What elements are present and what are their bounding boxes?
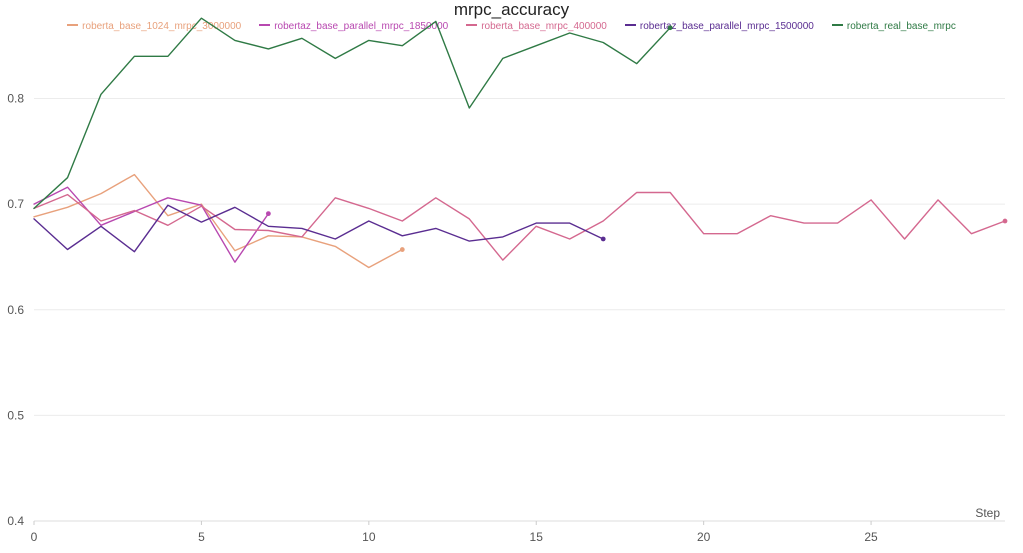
chart-title: mrpc_accuracy	[453, 0, 570, 19]
legend-swatch	[466, 24, 478, 27]
series-line-1	[33, 173, 403, 269]
legend-label: roberta_base_1024_mrpc_3000000	[82, 21, 242, 32]
series-line-5	[33, 17, 671, 210]
legend-item: roberta_base_1024_mrpc_3000000	[67, 20, 241, 33]
legend-item: robertaz_base_parallel_mrpc_1500000	[624, 20, 814, 33]
legend: roberta_base_1024_mrpc_3000000 robertaz_b…	[0, 20, 1023, 33]
legend-label: robertaz_base_parallel_mrpc_1850000	[274, 21, 449, 32]
legend-swatch	[67, 24, 79, 27]
legend-item: robertaz_base_parallel_mrpc_1850000	[259, 20, 448, 33]
series-line-4	[33, 204, 604, 253]
x-axis-label: Step	[975, 506, 1000, 520]
x-tick-label: 15	[530, 530, 544, 544]
gridlines	[34, 98, 1005, 522]
series-endpoint-4	[600, 236, 606, 242]
legend-swatch	[831, 24, 843, 27]
axes: 0.4 0.5 0.6 0.7 0.8 0 5 10 15 20 25	[7, 92, 1005, 544]
series-lines	[33, 17, 1008, 269]
y-tick-label: 0.7	[7, 197, 24, 211]
y-tick-label: 0.4	[7, 514, 24, 528]
legend-label: robertaz_base_parallel_mrpc_1500000	[639, 21, 814, 32]
series-endpoint-3	[1002, 218, 1008, 224]
y-tick-label: 0.8	[7, 92, 24, 106]
legend-item: roberta_base_mrpc_400000	[466, 20, 607, 33]
y-tick-label: 0.6	[7, 303, 24, 317]
legend-swatch	[259, 24, 271, 27]
legend-label: roberta_base_mrpc_400000	[481, 21, 607, 32]
legend-label: roberta_real_base_mrpc	[846, 21, 956, 32]
legend-item: roberta_real_base_mrpc	[831, 20, 956, 33]
x-tick-label: 25	[864, 530, 878, 544]
series-line-2	[33, 186, 270, 263]
series-line-3	[33, 191, 1006, 261]
series-endpoint-5	[667, 25, 673, 31]
x-tick-label: 5	[198, 530, 205, 544]
x-tick-label: 20	[697, 530, 711, 544]
x-tick-label: 0	[31, 530, 38, 544]
x-tick-label: 10	[362, 530, 376, 544]
legend-swatch	[624, 24, 636, 27]
y-tick-label: 0.5	[7, 408, 24, 422]
series-endpoint-1	[399, 247, 405, 252]
series-endpoint-2	[265, 211, 271, 217]
